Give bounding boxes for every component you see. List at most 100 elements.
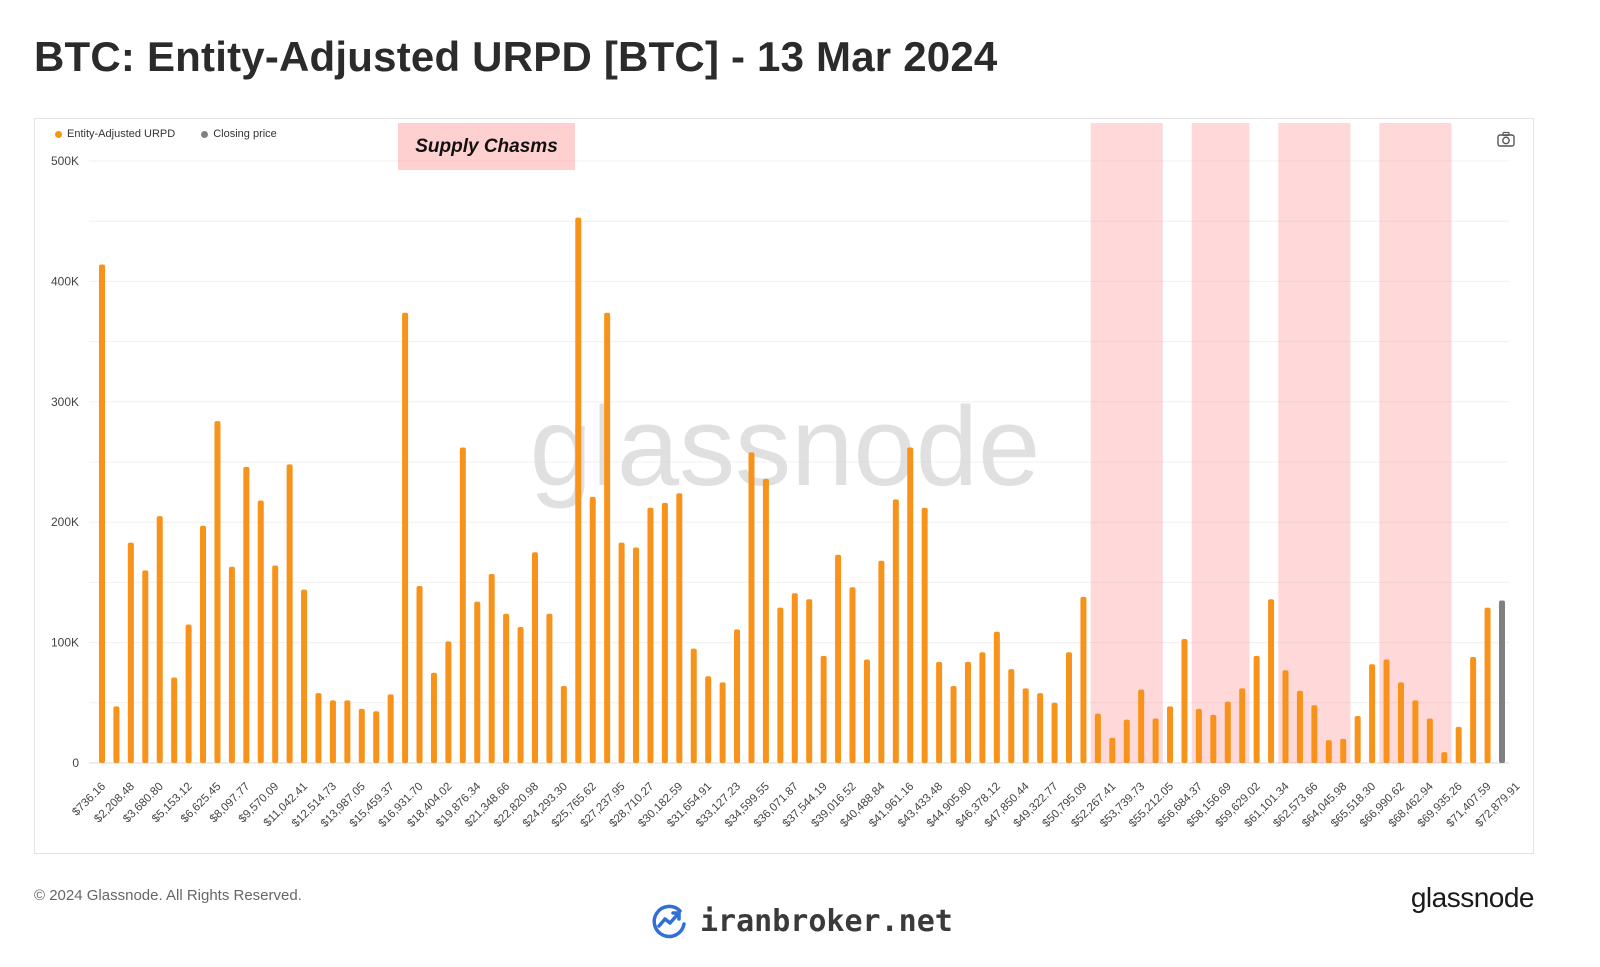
urpd-bar [1022,688,1029,763]
urpd-bar [560,685,567,763]
urpd-bar [1195,708,1202,763]
urpd-bar [531,552,538,763]
urpd-bar [1412,700,1419,763]
urpd-bar [517,626,524,763]
y-tick-label: 200K [51,515,79,529]
urpd-bar [156,516,163,763]
urpd-bar [185,624,192,763]
urpd-bar [1311,705,1318,763]
urpd-bar [1268,599,1275,763]
y-tick-label: 0 [72,756,79,770]
urpd-bar [777,607,784,763]
urpd-bar [589,496,596,763]
supply-chasms-annotation: Supply Chasms [398,123,575,170]
urpd-bar [575,217,582,763]
urpd-bar [1369,664,1376,763]
legend-swatch-urpd [55,130,62,138]
urpd-bar [1441,752,1448,763]
urpd-bar [835,554,842,763]
urpd-bar [474,601,481,763]
chart-growth-icon [652,904,686,939]
urpd-bar [1484,607,1491,763]
urpd-bar [791,593,798,763]
urpd-bar [171,677,178,763]
urpd-bar [503,613,510,763]
urpd-bar [762,478,769,763]
y-tick-label: 500K [51,154,79,168]
urpd-bar [546,613,553,763]
urpd-bar [1008,669,1015,763]
urpd-bar [257,500,264,763]
urpd-bar [878,560,885,763]
camera-icon[interactable] [1497,131,1515,147]
urpd-bar [228,566,235,763]
urpd-bar [1181,638,1188,763]
urpd-bar [373,711,380,763]
urpd-bar [99,264,105,763]
urpd-bar [993,631,1000,763]
urpd-bar [633,547,640,763]
legend-label-closing-price: Closing price [213,128,277,140]
urpd-bar [430,672,437,763]
urpd-bar [690,648,697,763]
urpd-bar [286,464,293,763]
urpd-bar [719,682,726,763]
urpd-bar [1138,689,1145,763]
urpd-bar [1426,718,1433,763]
urpd-bar [1167,706,1174,763]
annotation-label: Supply Chasms [415,136,558,157]
legend-label-urpd: Entity-Adjusted URPD [67,128,176,140]
urpd-bar [315,693,322,763]
chart-watermark: glassnode [530,384,1041,509]
footer-logo: glassnode [1410,882,1535,913]
urpd-bar [1152,718,1159,763]
urpd-bar [301,589,308,763]
site-watermark-text: iranbroker.net [700,903,953,939]
legend-item-closing-price[interactable]: Closing price [201,128,277,140]
legend-item-urpd[interactable]: Entity-Adjusted URPD [55,128,175,140]
annotation-box [398,123,575,170]
urpd-bar [272,565,279,763]
supply-chasm-band [1379,123,1452,763]
urpd-bar [892,499,899,763]
urpd-bar [734,629,741,763]
urpd-bar [1325,740,1332,763]
urpd-bar [1094,713,1101,763]
y-tick-label: 300K [51,395,79,409]
supply-chasm-band [1090,123,1163,763]
urpd-bar [200,525,207,763]
urpd-bar [1470,657,1477,763]
urpd-bar [243,466,250,763]
urpd-bar [676,493,683,763]
urpd-bar [705,676,712,763]
urpd-bar [1253,655,1260,763]
urpd-bar [820,655,827,763]
urpd-bar [863,659,870,763]
urpd-bar [127,542,134,763]
urpd-bar [604,312,611,763]
urpd-bar [1354,716,1361,763]
urpd-bar [402,312,409,763]
urpd-bar [661,502,668,763]
urpd-bar [964,661,971,763]
urpd-bar [647,507,654,763]
urpd-bar [1066,652,1073,763]
urpd-bar [618,542,625,763]
urpd-bar [748,452,755,763]
urpd-bar [358,708,365,763]
urpd-bar [214,421,221,763]
urpd-bar [1340,738,1347,763]
legend-swatch-closing-price [201,130,209,138]
footer-copyright: © 2024 Glassnode. All Rights Reserved. [34,887,302,904]
urpd-bar [979,652,986,763]
urpd-bar [1296,690,1303,763]
urpd-bar [416,586,423,763]
chart-legend: Entity-Adjusted URPD Closing price [55,128,277,140]
urpd-bar [488,573,495,763]
site-watermark: iranbroker.net [650,902,953,940]
urpd-bar [1455,726,1462,763]
urpd-bar [1051,702,1058,763]
urpd-bar [907,447,914,763]
urpd-bar [459,447,466,763]
urpd-bar [1123,719,1130,763]
